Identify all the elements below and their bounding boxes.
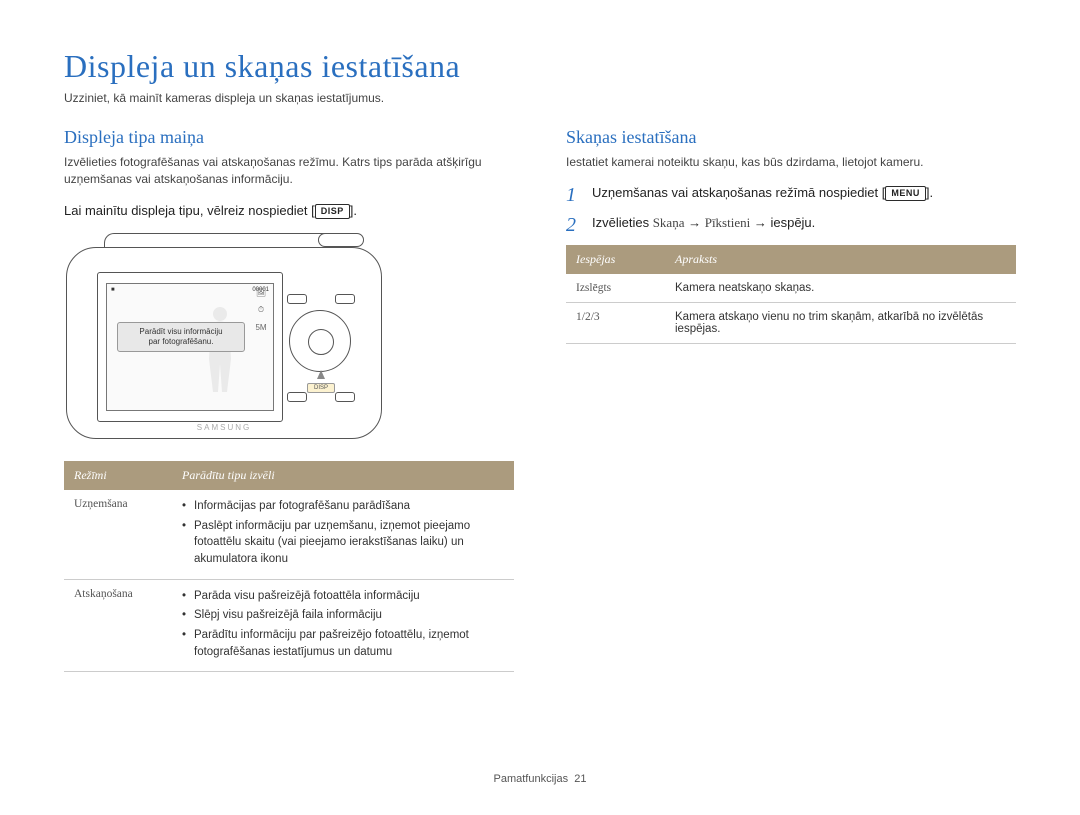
table-header-row: Iespējas Apraksts [566, 245, 1016, 274]
step-text: Uzņemšanas vai atskaņošanas režīmā nospi… [592, 185, 933, 201]
table-row: Atskaņošana Parāda visu pašreizējā fotoa… [64, 579, 514, 672]
camera-dpad [289, 310, 351, 372]
left-column: Displeja tipa maiņa Izvēlieties fotograf… [64, 127, 514, 672]
mode-cell: Atskaņošana [64, 579, 172, 672]
opt-cell: 1/2/3 [566, 303, 665, 344]
screen-info-box: Parādīt visu informāciju par fotografēša… [117, 322, 245, 352]
disp-button-icon: DISP [315, 204, 350, 219]
disp-callout: DISP [307, 383, 335, 393]
list-item: Parāda visu pašreizējā fotoattēla inform… [182, 588, 504, 605]
page-title: Displeja un skaņas iestatīšana [64, 48, 1016, 85]
step1-pre: Uzņemšanas vai atskaņošanas režīmā nospi… [592, 185, 885, 200]
instr-post: ]. [350, 203, 357, 218]
step2-post: iespēju. [770, 215, 815, 230]
right-column: Skaņas iestatīšana Iestatiet kamerai not… [566, 127, 1016, 672]
dpad-center [308, 329, 334, 355]
table-header-row: Režīmi Parādītu tipu izvēli [64, 461, 514, 490]
step-1: 1 Uzņemšanas vai atskaņošanas režīmā nos… [566, 185, 1016, 205]
list-item: Informācijas par fotografēšanu parādīšan… [182, 498, 504, 515]
step-2: 2 Izvēlieties Skaņa → Pīkstieni → iespēj… [566, 215, 1016, 235]
camera-btn-tl [287, 294, 307, 304]
screen-indicator: ■ [111, 287, 115, 293]
camera-btn-tr [335, 294, 355, 304]
desc-cell: Parāda visu pašreizējā fotoattēla inform… [172, 579, 514, 672]
table-header: Režīmi [64, 461, 172, 490]
brand-label: SAMSUNG [67, 423, 381, 432]
step-number: 1 [566, 185, 582, 205]
step2-pre: Izvēlieties [592, 215, 653, 230]
camera-shutter [318, 233, 364, 247]
desc-cell: Kamera neatskaņo skaņas. [665, 274, 1016, 303]
menu-path-1: Skaņa [653, 215, 685, 230]
menu-button-icon: MENU [885, 186, 926, 201]
camera-btn-br [335, 392, 355, 402]
table-row: Izslēgts Kamera neatskaņo skaņas. [566, 274, 1016, 303]
camera-btn-bl [287, 392, 307, 402]
page-footer: Pamatfunkcijas 21 [0, 773, 1080, 785]
table-header: Iespējas [566, 245, 665, 274]
arrow: → [750, 215, 770, 230]
side-icon: ⏱ [252, 305, 270, 315]
left-instruction: Lai mainītu displeja tipu, vēlreiz nospi… [64, 203, 514, 219]
page-subtitle: Uzziniet, kā mainīt kameras displeja un … [64, 91, 1016, 105]
list-item: Slēpj visu pašreizējā faila informāciju [182, 607, 504, 624]
camera-screen-bezel: ■ 00001 [97, 272, 283, 422]
arrow-icon [317, 370, 325, 379]
instr-pre: Lai mainītu displeja tipu, vēlreiz nospi… [64, 203, 315, 218]
side-icon: 5M [252, 323, 270, 332]
right-intro: Iestatiet kamerai noteiktu skaņu, kas bū… [566, 154, 1016, 171]
right-heading: Skaņas iestatīšana [566, 127, 1016, 148]
opt-cell: Izslēgts [566, 274, 665, 303]
step-number: 2 [566, 215, 582, 235]
footer-page: 21 [574, 773, 586, 785]
camera-screen: ■ 00001 [106, 283, 274, 411]
camera-controls: DISP [285, 294, 357, 402]
desc-cell: Kamera atskaņo vienu no trim skaņām, atk… [665, 303, 1016, 344]
screen-top-row: ■ 00001 [107, 284, 273, 296]
list-item: Parādītu informāciju par pašreizējo foto… [182, 627, 504, 660]
left-heading: Displeja tipa maiņa [64, 127, 514, 148]
camera-body: ■ 00001 [66, 247, 382, 439]
list-item: Paslēpt informāciju par uzņemšanu, izņem… [182, 518, 504, 568]
side-icon: 🖼 [252, 288, 270, 297]
right-table: Iespējas Apraksts Izslēgts Kamera neatsk… [566, 245, 1016, 344]
info-line-1: Parādīt visu informāciju [120, 327, 242, 337]
table-header: Parādītu tipu izvēli [172, 461, 514, 490]
table-row: 1/2/3 Kamera atskaņo vienu no trim skaņā… [566, 303, 1016, 344]
table-row: Uzņemšana Informācijas par fotografēšanu… [64, 490, 514, 579]
info-line-2: par fotografēšanu. [120, 337, 242, 347]
footer-text: Pamatfunkcijas [494, 773, 569, 785]
step1-post: ]. [926, 185, 933, 200]
arrow: → [684, 215, 704, 230]
left-intro: Izvēlieties fotografēšanas vai atskaņoša… [64, 154, 514, 189]
desc-cell: Informācijas par fotografēšanu parādīšan… [172, 490, 514, 579]
step-text: Izvēlieties Skaņa → Pīkstieni → iespēju. [592, 215, 815, 231]
left-table: Režīmi Parādītu tipu izvēli Uzņemšana In… [64, 461, 514, 672]
table-header: Apraksts [665, 245, 1016, 274]
mode-cell: Uzņemšana [64, 490, 172, 579]
screen-side-icons: 🖼 ⏱ 5M [252, 288, 270, 332]
menu-path-2: Pīkstieni [705, 215, 751, 230]
camera-illustration: ■ 00001 [64, 233, 384, 443]
